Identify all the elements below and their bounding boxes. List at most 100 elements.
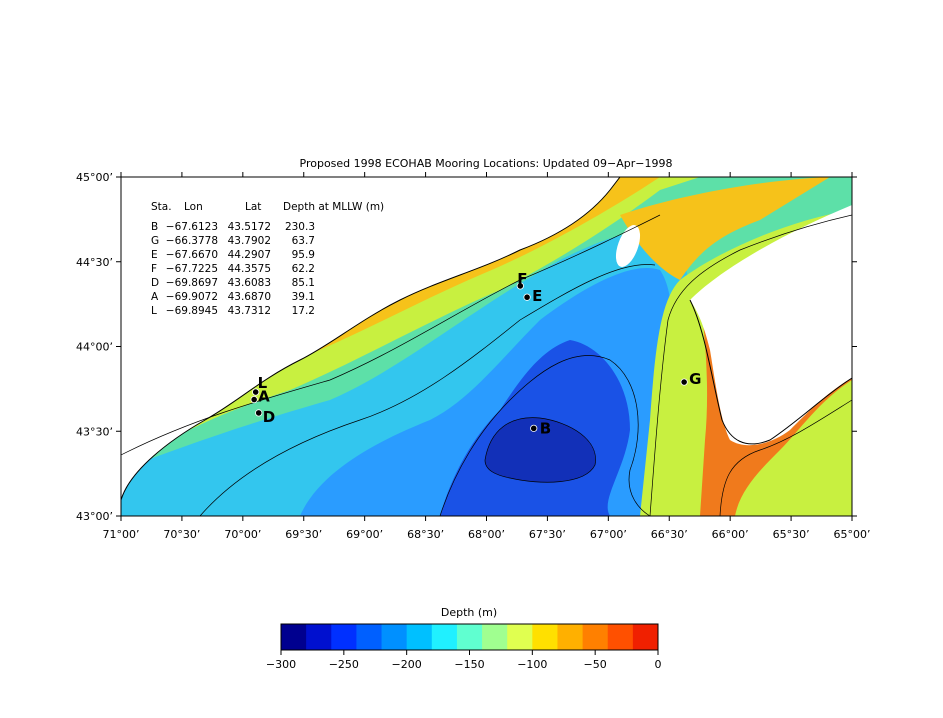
lon-tick-label: 67°30’: [529, 528, 566, 541]
map-panel: 71°00’ 70°30’ 70°00’ 69°30’ 69°00’ 68°30’ 68°0…: [76, 171, 871, 541]
colorbar-swatch: [431, 624, 458, 650]
lat-tick-label: 45°00’: [76, 171, 113, 184]
colorbar-swatches: [281, 624, 659, 650]
longitude-axis: 71°00’ 70°30’ 70°00’ 69°30’ 69°00’ 68°30’ 68°0…: [103, 172, 871, 541]
station-table-cell: 44.3575: [228, 263, 271, 275]
station-table-header: Lat: [245, 201, 261, 213]
colorbar-tick-label: 0: [655, 658, 662, 671]
station-table-cell: −69.8945: [166, 305, 218, 317]
station-table-cell: 85.1: [292, 277, 315, 289]
lat-tick-label: 44°00’: [76, 341, 113, 354]
colorbar-tick-label: −100: [517, 658, 547, 671]
station-label: L: [258, 374, 268, 392]
lon-tick-label: 67°00’: [590, 528, 627, 541]
station-label: G: [689, 370, 701, 388]
station-table-cell: 17.2: [292, 305, 315, 317]
lon-tick-label: 70°00’: [224, 528, 261, 541]
station-table-cell: 44.2907: [228, 249, 271, 261]
station-table-cell: E: [151, 249, 158, 261]
station-table-cell: −69.9072: [166, 291, 218, 303]
station-marker: [516, 282, 524, 290]
bay-of-fundy: [620, 177, 830, 280]
station-table-header: Lon: [184, 201, 203, 213]
station-table-header: Depth at MLLW (m): [283, 201, 384, 213]
lon-tick-label: 66°00’: [712, 528, 749, 541]
lon-tick-label: 69°30’: [285, 528, 322, 541]
station-table-cell: 95.9: [292, 249, 315, 261]
station-table-cell: −67.7225: [166, 263, 218, 275]
colorbar-tick-label: −250: [329, 658, 359, 671]
lat-tick-label: 44°30’: [76, 256, 113, 269]
station-marker: [255, 409, 263, 417]
colorbar-swatch: [582, 624, 609, 650]
contour-line: [484, 417, 596, 483]
contour-line: [649, 214, 852, 516]
colorbar-swatch: [632, 624, 659, 650]
station-table-cell: 43.6870: [228, 291, 271, 303]
colorbar-tick-label: −50: [584, 658, 607, 671]
station-marker: [250, 395, 258, 404]
station-table-cell: 230.3: [285, 221, 315, 233]
station-table-header: Sta.: [151, 201, 172, 213]
station-label: F: [517, 270, 527, 288]
colorbar-swatch: [557, 624, 584, 650]
station-label: A: [258, 388, 270, 406]
colorbar-swatch: [381, 624, 408, 650]
lon-tick-label: 71°00’: [103, 528, 140, 541]
station-table-cell: 39.1: [292, 291, 315, 303]
map-title: Proposed 1998 ECOHAB Mooring Locations: …: [300, 157, 673, 170]
station-table-cell: −66.3778: [166, 235, 218, 247]
land-maine: [121, 177, 620, 500]
station-marker: [530, 424, 538, 432]
contour-line: [199, 264, 656, 516]
station-table-cell: 43.6083: [228, 277, 271, 289]
lon-tick-label: 65°30’: [773, 528, 810, 541]
colorbar-tick-label: −200: [392, 658, 422, 671]
depth-band-deepest: [485, 417, 596, 483]
lon-tick-label: 66°30’: [651, 528, 688, 541]
colorbar-swatch: [406, 624, 433, 650]
station-marker: [680, 378, 688, 386]
colorbar-swatch: [482, 624, 508, 650]
lon-tick-label: 68°00’: [468, 528, 505, 541]
lat-tick-label: 43°00’: [76, 510, 113, 523]
station-table-cell: −67.6670: [166, 249, 218, 261]
colorbar-ticks: −300 −250 −200 −150 −100 −50 0: [266, 650, 662, 671]
colorbar-swatch: [456, 624, 483, 650]
colorbar-swatch: [532, 624, 558, 650]
colorbar-title: Depth (m): [441, 606, 497, 619]
colorbar-swatch: [356, 624, 383, 650]
colorbar-tick-label: −150: [454, 658, 484, 671]
land-nova-scotia: [690, 205, 852, 446]
station-table-cell: F: [151, 263, 157, 275]
lon-tick-label: 69°00’: [346, 528, 383, 541]
station-table-cell: −67.6123: [166, 221, 218, 233]
colorbar-swatch: [306, 624, 332, 650]
station-table-cell: D: [151, 277, 159, 289]
station-markers: B G EF DAL: [250, 270, 701, 437]
station-table-cell: 63.7: [292, 235, 315, 247]
station-table-cell: L: [151, 305, 157, 317]
contour-line: [121, 214, 661, 456]
station-label: D: [263, 408, 275, 426]
colorbar-swatch: [607, 624, 634, 650]
station-table-cell: A: [151, 291, 159, 303]
station-marker: [252, 388, 260, 396]
station-marker: [523, 293, 531, 301]
colorbar-swatch: [331, 624, 357, 650]
station-table-cell: −69.8697: [166, 277, 218, 289]
contour-line: [439, 355, 651, 516]
station-table-cell: B: [151, 221, 158, 233]
coastline: [121, 177, 621, 501]
lon-tick-label: 70°30’: [163, 528, 200, 541]
station-table-cell: 62.2: [292, 263, 315, 275]
station-label: E: [532, 287, 542, 305]
latitude-axis: 45°00’ 44°30’ 44°00’ 43°30’ 43°00’: [76, 171, 857, 523]
grand-manan-island: [615, 225, 641, 267]
colorbar-tick-label: −300: [266, 658, 296, 671]
contour-line: [719, 399, 852, 516]
lon-tick-label: 68°30’: [407, 528, 444, 541]
station-table-cell: 43.5172: [228, 221, 271, 233]
colorbar-swatch: [281, 624, 307, 650]
